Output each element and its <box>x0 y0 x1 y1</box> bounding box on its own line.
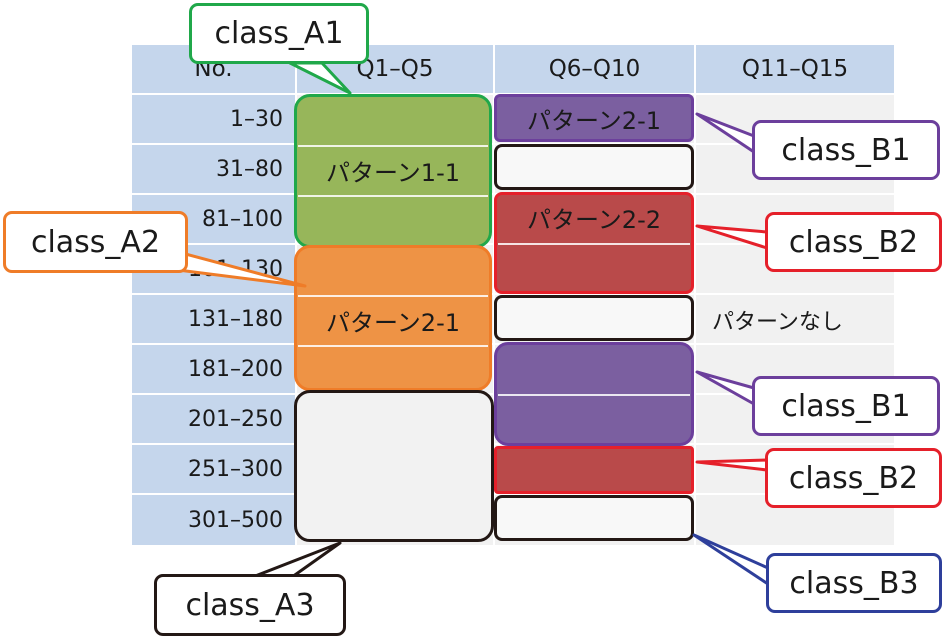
row-label-181-200: 181–200 <box>132 345 295 393</box>
pointer-class-b3 <box>692 533 770 586</box>
block-separator <box>498 243 690 245</box>
pattern-label-2-2: パターン2-2 <box>527 206 661 234</box>
callout-class-b2-bottom: class_B2 <box>765 448 942 508</box>
pointer-class-b1-top <box>695 112 756 154</box>
pattern-label-2-1-col2: パターン2-1 <box>527 106 661 135</box>
pointer-class-b1-bottom <box>695 370 756 406</box>
callout-class-a3: class_A3 <box>154 574 346 636</box>
block-separator <box>298 145 488 147</box>
callout-class-b2-top: class_B2 <box>765 212 942 272</box>
block-class-b2-bottom <box>494 446 694 494</box>
row-label-301-500: 301–500 <box>132 495 295 545</box>
pattern-label-none: パターンなし <box>712 310 843 335</box>
grid-vline <box>694 95 696 545</box>
pointer-class-b2-bottom <box>695 458 769 472</box>
block-class-a2 <box>294 245 492 391</box>
pointer-class-a1 <box>288 61 352 95</box>
block-class-b3 <box>494 495 694 541</box>
callout-class-b3: class_B3 <box>766 553 942 613</box>
block-separator <box>498 394 690 396</box>
pattern-label-2-1-col1: パターン2-1 <box>326 308 460 337</box>
pattern-label-1-1: パターン1-1 <box>326 158 460 187</box>
callout-class-a1: class_A1 <box>189 3 369 64</box>
row-label-131-180: 131–180 <box>132 295 295 343</box>
header-q11-q15: Q11–Q15 <box>696 45 894 93</box>
callout-class-b1-bottom: class_B1 <box>752 376 940 436</box>
header-q6-q10: Q6–Q10 <box>495 45 694 93</box>
block-class-a3 <box>294 390 494 542</box>
block-separator <box>298 195 488 197</box>
callout-class-b1-top: class_B1 <box>752 120 940 180</box>
pointer-class-a2 <box>176 250 307 288</box>
block-empty-row5 <box>494 295 694 341</box>
block-separator <box>298 345 488 347</box>
pointer-class-b2-top <box>695 224 769 250</box>
row-label-1-30: 1–30 <box>132 95 295 143</box>
grid-hline <box>297 493 894 495</box>
block-separator <box>298 295 488 297</box>
grid-hline <box>297 293 894 295</box>
row-label-201-250: 201–250 <box>132 395 295 443</box>
row-label-251-300: 251–300 <box>132 445 295 493</box>
callout-class-a2: class_A2 <box>3 211 188 273</box>
block-class-b1-top <box>494 94 694 142</box>
block-empty-row2 <box>494 144 694 190</box>
row-label-31-80: 31–80 <box>132 145 295 193</box>
